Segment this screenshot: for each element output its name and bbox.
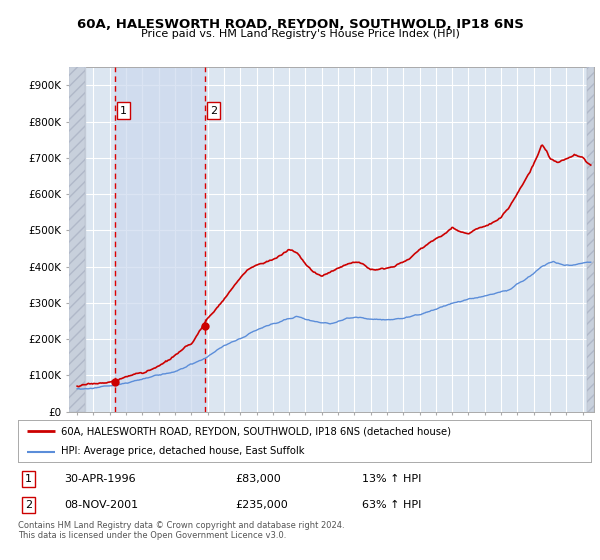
Text: 60A, HALESWORTH ROAD, REYDON, SOUTHWOLD, IP18 6NS: 60A, HALESWORTH ROAD, REYDON, SOUTHWOLD,… (77, 18, 523, 31)
Bar (69, 67, 85, 412)
Text: £235,000: £235,000 (236, 500, 289, 510)
Text: 60A, HALESWORTH ROAD, REYDON, SOUTHWOLD, IP18 6NS (detached house): 60A, HALESWORTH ROAD, REYDON, SOUTHWOLD,… (61, 426, 451, 436)
Bar (115, 67, 205, 412)
Text: Contains HM Land Registry data © Crown copyright and database right 2024.
This d: Contains HM Land Registry data © Crown c… (18, 521, 344, 540)
Text: 1: 1 (120, 106, 127, 116)
Bar (587, 67, 594, 412)
Text: 13% ↑ HPI: 13% ↑ HPI (362, 474, 421, 484)
Text: £83,000: £83,000 (236, 474, 281, 484)
Bar (587, 67, 594, 412)
Text: 2: 2 (210, 106, 217, 116)
Text: HPI: Average price, detached house, East Suffolk: HPI: Average price, detached house, East… (61, 446, 304, 456)
Text: 08-NOV-2001: 08-NOV-2001 (64, 500, 138, 510)
Bar (69, 67, 85, 412)
Text: 30-APR-1996: 30-APR-1996 (64, 474, 136, 484)
Text: 2: 2 (25, 500, 32, 510)
Text: 63% ↑ HPI: 63% ↑ HPI (362, 500, 421, 510)
Text: Price paid vs. HM Land Registry's House Price Index (HPI): Price paid vs. HM Land Registry's House … (140, 29, 460, 39)
Text: 1: 1 (25, 474, 32, 484)
